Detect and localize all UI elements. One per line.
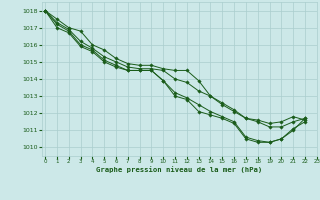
- X-axis label: Graphe pression niveau de la mer (hPa): Graphe pression niveau de la mer (hPa): [96, 167, 262, 173]
